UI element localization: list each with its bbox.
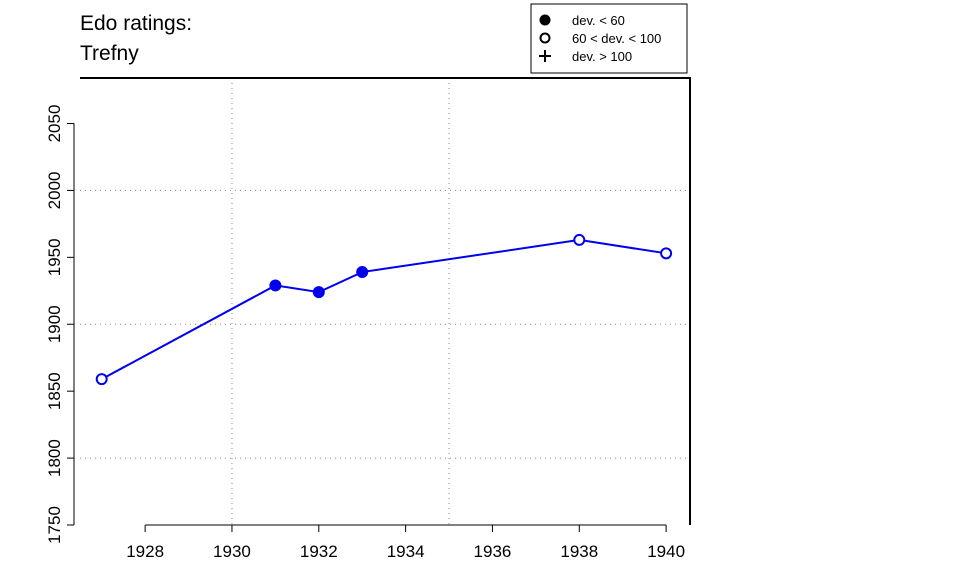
y-tick-label: 2000	[45, 172, 64, 210]
y-tick-label: 1900	[45, 305, 64, 343]
x-tick-label: 1934	[387, 542, 425, 561]
point	[269, 279, 282, 292]
line	[101, 238, 667, 381]
y-tick-label: 1950	[45, 238, 64, 276]
chart-title: Edo ratings:	[80, 12, 192, 35]
point	[573, 233, 586, 246]
legend-marker	[539, 14, 551, 26]
legend-label: dev. > 100	[572, 49, 632, 64]
y-tick-label: 2050	[45, 105, 64, 143]
legend-label: dev. < 60	[572, 13, 625, 28]
y-tick-label: 1850	[45, 372, 64, 410]
point	[660, 247, 673, 260]
point	[95, 373, 108, 386]
x-tick-label: 1930	[213, 542, 251, 561]
x-tick-label: 1940	[647, 542, 685, 561]
legend-box	[530, 3, 688, 74]
legend-label: 60 < dev. < 100	[572, 31, 661, 46]
x-tick-label: 1932	[300, 542, 338, 561]
plot-frame	[80, 77, 691, 525]
y-tick-label: 1800	[45, 439, 64, 477]
y-tick-label: 1750	[45, 506, 64, 544]
legend-marker	[539, 50, 551, 62]
legend-marker	[539, 32, 551, 44]
x-tick-label: 1928	[126, 542, 164, 561]
x-tick-label: 1938	[560, 542, 598, 561]
point	[312, 286, 325, 299]
x-tick-label: 1936	[474, 542, 512, 561]
point	[356, 266, 369, 279]
chart-subtitle: Trefny	[80, 42, 139, 65]
